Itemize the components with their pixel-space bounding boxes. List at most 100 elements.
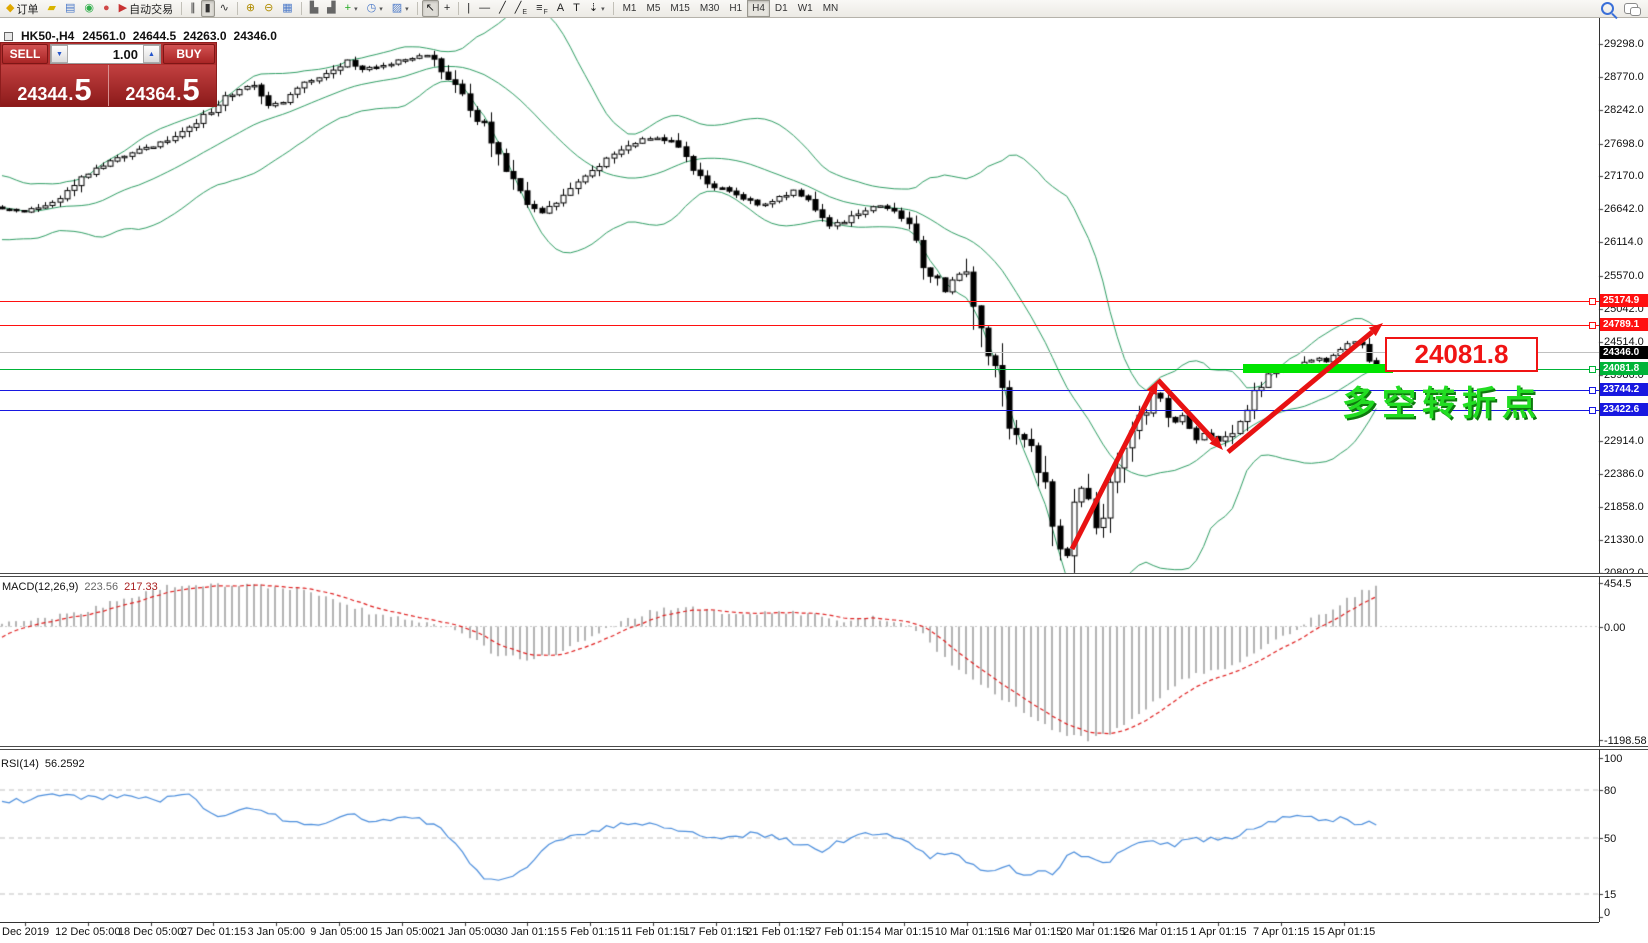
price-tag-24789.1: 24789.1: [1600, 318, 1648, 332]
market-icon[interactable]: ●: [99, 0, 114, 17]
timeframe-w1-button[interactable]: W1: [797, 3, 813, 14]
time-axis-label: 16 Mar 01:15: [997, 926, 1063, 938]
volume-input[interactable]: 1.00: [112, 46, 138, 62]
timeframe-m1-button[interactable]: M1: [622, 3, 637, 14]
new-order-button[interactable]: ◆ 订单: [2, 0, 42, 17]
macd-axis-label: -1198.58: [1604, 735, 1647, 748]
ohlc-close: 24346.0: [233, 29, 277, 43]
text-button[interactable]: A: [553, 0, 568, 17]
trendline-button[interactable]: ╱: [495, 0, 510, 17]
toolbar: ◆ 订单 ▰ ▤ ◉ ● ▶ 自动交易 ∥ ▮ ∿ ⊕ ⊖ ▦ ▙ ▟ + ▾ ◷ ▾ ▨ ▾ ↖ + | — ╱ ╱ E ≡ F A T ⇣ ▾ …: [0, 0, 1648, 18]
timeframe-m15-button[interactable]: M15: [670, 3, 690, 14]
tool-letter: F: [543, 9, 548, 16]
time-axis-label: 27 Dec 01:15: [180, 926, 247, 938]
cursor-button[interactable]: ↖: [421, 0, 439, 17]
timeframe-m30-button[interactable]: M30: [699, 3, 720, 14]
autotrading-icon: ▶: [118, 2, 128, 14]
tile-windows-button[interactable]: ▦: [278, 0, 296, 17]
bid-price-line[interactable]: [0, 352, 1599, 354]
turning-point-text[interactable]: 多空转折点: [1342, 385, 1542, 423]
volume-increase-button[interactable]: ▲: [143, 45, 160, 63]
sell-price[interactable]: 24344. 5: [1, 65, 108, 106]
timeframe-m5-button[interactable]: M5: [646, 3, 661, 14]
ohlc-low: 24263.0: [183, 29, 227, 43]
ohlc-bars-button[interactable]: ∥: [186, 0, 200, 17]
zoom-out-icon: ⊖: [264, 2, 274, 14]
time-axis-label: 1 Apr 01:15: [1190, 926, 1247, 938]
textlabel-button[interactable]: T: [569, 0, 584, 17]
zoom-out-button[interactable]: ⊖: [260, 0, 277, 17]
autotrading-button[interactable]: ▶ 自动交易: [115, 0, 177, 17]
price-tick-label: 21858.0: [1604, 501, 1644, 514]
autotrading-button-label: 自动交易: [129, 3, 174, 16]
pane-separator-macd[interactable]: [0, 573, 1648, 577]
indicator-list-button[interactable]: ▙: [306, 0, 322, 17]
buy-button[interactable]: BUY: [163, 44, 215, 64]
indicator-window-button[interactable]: ▟: [323, 0, 339, 17]
price-tick-label: 26642.0: [1604, 203, 1644, 216]
crosshair-button[interactable]: +: [440, 0, 454, 17]
time-axis-label: 18 Dec 05:00: [117, 926, 184, 938]
template-icon: ▨: [391, 2, 403, 14]
vline-button[interactable]: |: [463, 0, 474, 17]
rsi-axis-label: 100: [1604, 753, 1623, 765]
symbol-name: HK50-,H4: [21, 29, 75, 43]
tool-letter: E: [522, 9, 528, 16]
chat-icon[interactable]: [1624, 3, 1641, 16]
channel-button[interactable]: ╱ E: [511, 0, 531, 17]
timeframe-d1-button[interactable]: D1: [774, 3, 788, 14]
support-highlight-bar[interactable]: [1243, 364, 1393, 374]
support-line-blue-1[interactable]: [0, 389, 1599, 391]
search-icon[interactable]: [1601, 2, 1614, 15]
periods-button[interactable]: ◷ ▾: [363, 0, 387, 17]
timeframe-mn-button[interactable]: MN: [822, 3, 839, 14]
price-tick-label: 28242.0: [1604, 103, 1644, 116]
add-indicator-button[interactable]: + ▾: [341, 0, 362, 17]
price-axis-line[interactable]: [1599, 18, 1600, 922]
macd-name: MACD(12,26,9): [2, 581, 79, 593]
resistance-line-1[interactable]: [0, 300, 1599, 302]
time-axis-label: 4 Mar 01:15: [874, 926, 934, 938]
dropdown-caret-icon: ▾: [601, 5, 605, 13]
charts-window-icon[interactable]: ▤: [61, 0, 79, 17]
arrows-button[interactable]: ⇣ ▾: [585, 0, 609, 17]
zoom-in-button[interactable]: ⊕: [242, 0, 259, 17]
price-tick-label: 28770.0: [1604, 70, 1644, 83]
resistance-line-2[interactable]: [0, 324, 1599, 326]
timeframe-h4-button[interactable]: H4: [747, 0, 770, 17]
timeframe-h1-button[interactable]: H1: [729, 3, 743, 14]
line-chart-button[interactable]: ∿: [216, 0, 233, 17]
time-axis-label: Dec 2019: [2, 926, 50, 938]
price-level-callout-text: 24081.8: [1414, 339, 1509, 369]
macd-main-value: 223.56: [84, 581, 119, 593]
gold-chart-icon[interactable]: ▰: [43, 0, 59, 17]
support-line-green[interactable]: [0, 368, 1599, 370]
charts-window-icon-icon: ▤: [64, 2, 76, 14]
template-button[interactable]: ▨ ▾: [388, 0, 413, 17]
candlesticks-button[interactable]: ▮: [200, 0, 215, 17]
fibonacci-button[interactable]: ≡ F: [532, 0, 552, 17]
market-icon-icon: ●: [102, 2, 110, 14]
price-tick-label: 21330.0: [1604, 534, 1644, 546]
signals-icon[interactable]: ◉: [80, 0, 98, 17]
price-level-callout[interactable]: 24081.8: [1385, 337, 1538, 372]
textlabel-icon: T: [573, 2, 580, 14]
hline-icon: —: [479, 2, 491, 14]
buy-price[interactable]: 24364. 5: [108, 65, 216, 106]
time-axis-label: 21 Feb 01:15: [746, 926, 812, 938]
symbol-info: HK50-,H4 24561.0 24644.5 24263.0 24346.0: [4, 29, 277, 43]
time-axis-line[interactable]: [0, 922, 1599, 923]
price-tag-23744.2: 23744.2: [1600, 383, 1648, 397]
cursor-icon: ↖: [425, 2, 435, 14]
volume-decrease-button[interactable]: ▼: [51, 45, 68, 63]
pane-separator-rsi[interactable]: [0, 746, 1648, 750]
time-axis-label: 17 Feb 01:15: [683, 926, 749, 938]
sell-button[interactable]: SELL: [2, 44, 48, 64]
time-axis-label: 20 Mar 01:15: [1060, 926, 1126, 938]
support-line-blue-1-marker: [1589, 387, 1596, 395]
support-line-blue-2[interactable]: [0, 409, 1599, 411]
time-axis-label: 3 Jan 05:00: [247, 926, 305, 938]
hline-button[interactable]: —: [475, 0, 494, 17]
time-axis-label: 7 Apr 01:15: [1253, 926, 1310, 938]
